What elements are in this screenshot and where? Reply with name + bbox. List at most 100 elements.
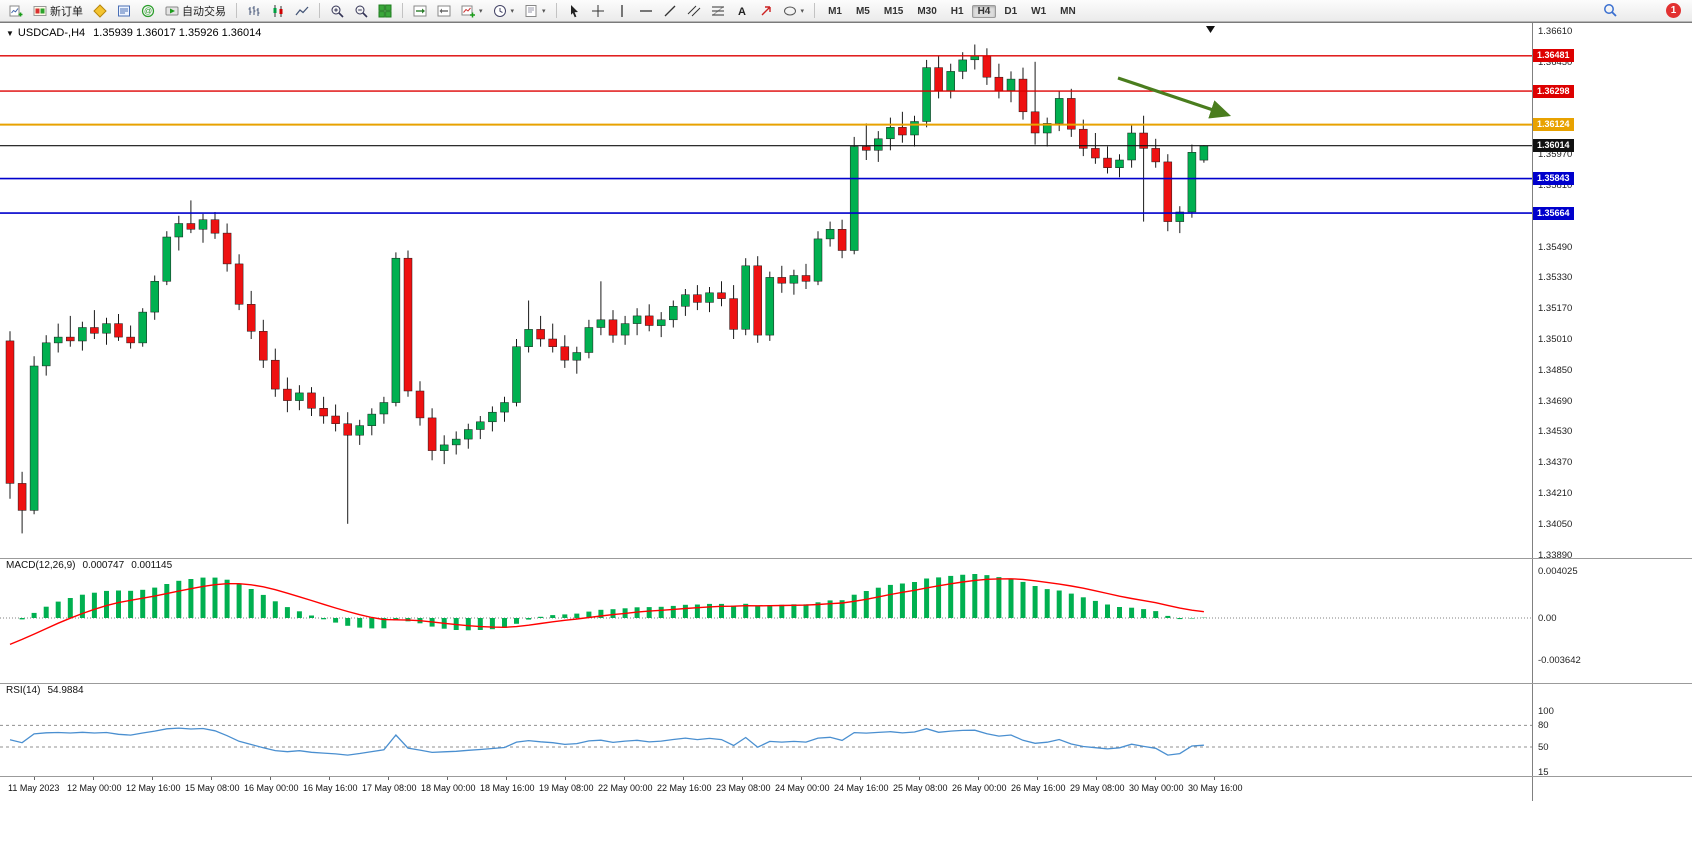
timeframe-button-m5[interactable]: M5 xyxy=(855,6,870,17)
horizontal-line-button[interactable] xyxy=(635,2,657,20)
bars-chart-button[interactable] xyxy=(243,2,265,20)
candle-body xyxy=(669,306,678,321)
timeframe-button-mn[interactable]: MN xyxy=(1060,6,1076,17)
timeframe-button-m30[interactable]: M30 xyxy=(917,6,937,17)
trend-arrow-annotation[interactable] xyxy=(1117,76,1232,119)
new-order-button[interactable]: 新订单 xyxy=(29,2,87,20)
cursor-button[interactable] xyxy=(563,2,585,20)
auto-scroll-button[interactable] xyxy=(409,2,431,20)
periods-clock-icon xyxy=(493,4,506,17)
macd-pane: MACD(12,26,9) 0.000747 0.001145 xyxy=(0,558,1532,683)
main-toolbar: 新订单 @ 自动交易 xyxy=(0,0,1692,22)
arrows-tool-button[interactable] xyxy=(755,2,777,20)
time-axis-label: 30 May 00:00 xyxy=(1129,783,1184,793)
rsi-axis-label: 80 xyxy=(1538,720,1549,732)
tile-windows-button[interactable] xyxy=(374,2,396,20)
time-axis-label: 24 May 00:00 xyxy=(775,783,830,793)
price-axis-label: 1.34530 xyxy=(1538,426,1573,438)
time-axis-label: 19 May 08:00 xyxy=(539,783,594,793)
price-axis-label: 1.34370 xyxy=(1538,457,1573,469)
timeframe-button-h1[interactable]: H1 xyxy=(950,6,964,17)
macd-name: MACD(12,26,9) xyxy=(6,560,76,571)
timeframe-button-m1[interactable]: M1 xyxy=(828,6,842,17)
candle-body xyxy=(741,265,750,330)
metaeditor-icon xyxy=(93,3,107,18)
chart-shift-button[interactable] xyxy=(433,2,455,20)
time-tick xyxy=(388,776,389,780)
channel-button[interactable] xyxy=(683,2,705,20)
chart-end-marker[interactable] xyxy=(1206,26,1215,33)
pane-separator[interactable] xyxy=(0,558,1692,559)
time-axis-label: 30 May 16:00 xyxy=(1188,783,1243,793)
zoom-out-button[interactable] xyxy=(350,2,372,20)
candle-body xyxy=(1006,78,1016,91)
market-watch-button[interactable] xyxy=(113,2,135,20)
candle-body xyxy=(1151,148,1160,163)
candlestick-chart-button[interactable] xyxy=(267,2,289,20)
zoom-in-button[interactable] xyxy=(326,2,348,20)
chart-menu-icon[interactable]: ▼ xyxy=(6,29,14,38)
candle-body xyxy=(1054,98,1064,124)
auto-trading-button[interactable]: 自动交易 xyxy=(161,2,230,20)
new-chart-icon xyxy=(9,5,23,16)
templates-button[interactable]: ▾ xyxy=(520,2,550,20)
time-axis-label: 17 May 08:00 xyxy=(362,783,417,793)
indicators-button[interactable]: ▾ xyxy=(457,2,487,20)
candle-body xyxy=(536,329,545,340)
candle-body xyxy=(958,59,967,72)
timeframe-button-w1[interactable]: W1 xyxy=(1031,6,1047,17)
time-tick xyxy=(1096,776,1097,780)
zoom-in-icon xyxy=(331,5,344,18)
experts-button[interactable]: @ xyxy=(137,2,159,20)
timeframe-button-d1[interactable]: D1 xyxy=(1004,6,1018,17)
candle-body xyxy=(1079,128,1088,149)
chevron-down-icon: ▾ xyxy=(479,7,483,15)
time-tick xyxy=(270,776,271,780)
candle-body xyxy=(379,402,389,415)
search-button[interactable] xyxy=(1599,2,1622,20)
time-tick xyxy=(801,776,802,780)
candle-body xyxy=(620,323,630,336)
trendline-button[interactable] xyxy=(659,2,681,20)
notification-badge[interactable]: 1 xyxy=(1666,3,1681,18)
fibonacci-button[interactable] xyxy=(707,2,729,20)
new-order-label: 新订单 xyxy=(50,5,83,18)
channel-icon xyxy=(687,5,700,16)
candle-body xyxy=(234,263,244,305)
timeframe-button-h4[interactable]: H4 xyxy=(971,5,997,18)
candle-body xyxy=(825,229,835,240)
price-axis[interactable]: 1.366101.364501.362901.361301.359701.358… xyxy=(1532,23,1692,801)
time-axis[interactable]: 11 May 2023 12 May 00:00 12 May 16:00 15 Ma… xyxy=(0,776,1692,801)
price-chart-pane[interactable] xyxy=(0,23,1532,558)
candle-body xyxy=(512,346,521,403)
vertical-line-button[interactable] xyxy=(611,2,633,20)
candle-body xyxy=(439,444,449,451)
price-axis-label: 1.35970 xyxy=(1538,149,1573,161)
time-axis-label: 16 May 00:00 xyxy=(244,783,299,793)
time-axis-label: 16 May 16:00 xyxy=(303,783,358,793)
candle-body xyxy=(1103,157,1112,168)
pane-separator[interactable] xyxy=(0,776,1692,777)
line-chart-button[interactable] xyxy=(291,2,313,20)
candle-body xyxy=(1091,148,1100,159)
candle-body xyxy=(271,359,280,390)
crosshair-icon xyxy=(591,4,604,17)
text-tool-button[interactable]: A xyxy=(731,2,753,20)
candle-body xyxy=(681,294,690,307)
shapes-tool-button[interactable]: ▾ xyxy=(779,2,809,20)
rsi-value: 54.9884 xyxy=(47,685,84,696)
metaeditor-button[interactable] xyxy=(89,2,111,20)
pane-separator[interactable] xyxy=(0,683,1692,684)
new-chart-button[interactable] xyxy=(5,2,27,20)
timeframe-button-m15[interactable]: M15 xyxy=(883,6,904,17)
experts-icon: @ xyxy=(141,4,155,17)
candle-body xyxy=(295,392,304,401)
candle-body xyxy=(596,319,606,328)
candle-body xyxy=(476,421,485,430)
price-tag-support: 1.35664 xyxy=(1533,206,1574,220)
candle-body xyxy=(114,323,123,338)
price-axis-label: 1.33890 xyxy=(1538,549,1573,561)
periods-button[interactable]: ▾ xyxy=(489,2,519,20)
search-icon xyxy=(1604,4,1617,17)
crosshair-button[interactable] xyxy=(587,2,609,20)
